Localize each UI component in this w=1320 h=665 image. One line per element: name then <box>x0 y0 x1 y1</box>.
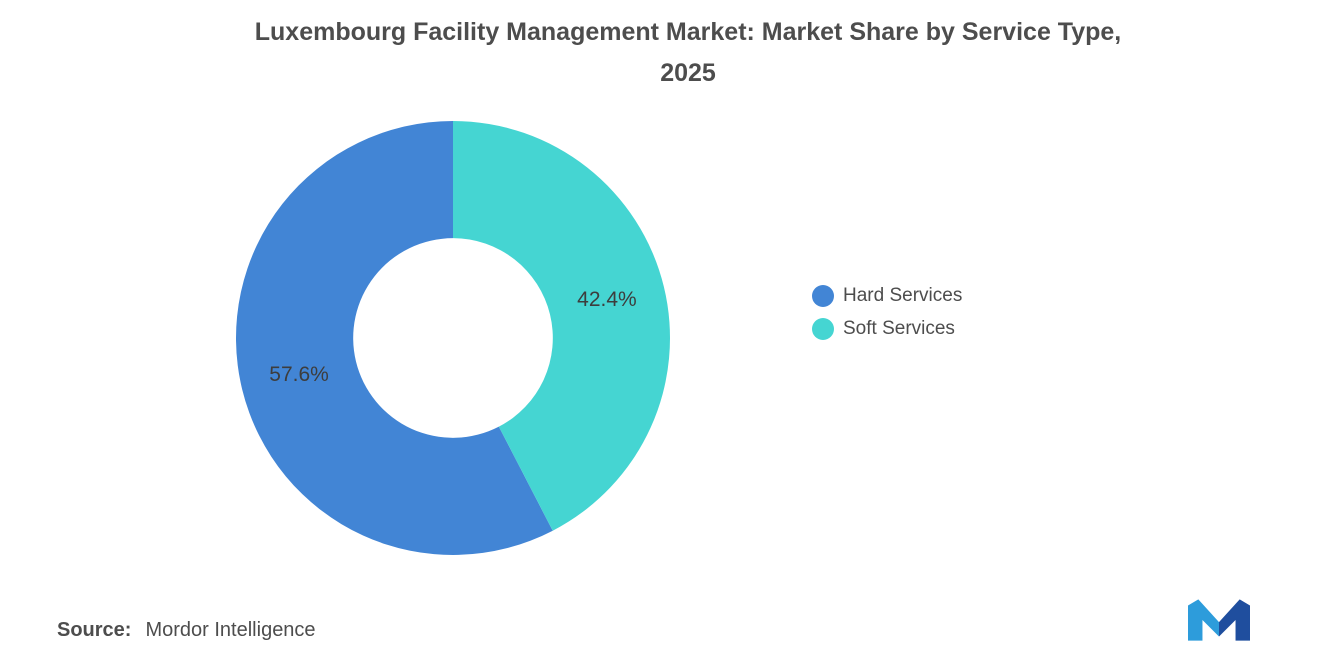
logo-left-shape <box>1188 599 1219 641</box>
legend-dot <box>812 318 834 340</box>
chart-legend: Hard Services Soft Services <box>812 285 962 340</box>
chart-title: Luxembourg Facility Management Market: M… <box>0 12 1320 94</box>
mordor-intelligence-logo <box>1188 599 1250 641</box>
legend-label: Soft Services <box>843 318 955 339</box>
legend-label: Hard Services <box>843 285 963 306</box>
donut-chart: 57.6% 42.4% <box>235 121 670 556</box>
legend-dot <box>812 285 834 307</box>
donut-slice-soft-services <box>453 121 670 531</box>
source-line: Source: Mordor Intelligence <box>57 619 316 642</box>
logo-right-shape <box>1219 599 1250 641</box>
legend-item-hard-services[interactable]: Hard Services <box>812 285 962 307</box>
slice-label: 57.6% <box>269 363 329 386</box>
legend-item-soft-services[interactable]: Soft Services <box>812 318 962 340</box>
source-prefix: Source: <box>57 619 132 641</box>
slice-label: 42.4% <box>577 288 637 311</box>
chart-title-line2: 2025 <box>660 59 716 87</box>
donut-slice-hard-services <box>235 121 553 556</box>
source-text: Mordor Intelligence <box>145 619 316 641</box>
chart-title-line1: Luxembourg Facility Management Market: M… <box>254 18 1122 46</box>
